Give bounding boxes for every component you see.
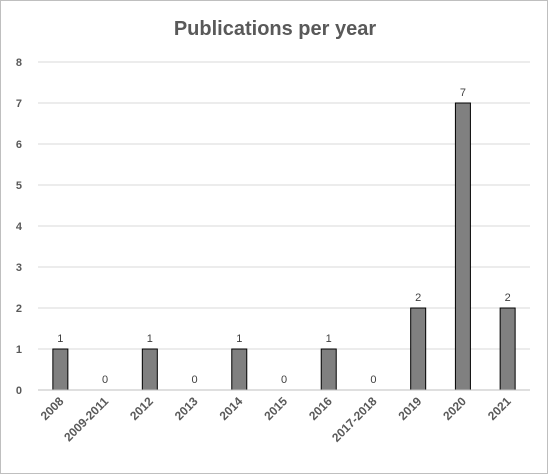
bars [52, 102, 516, 391]
y-tick-label: 1 [16, 344, 22, 356]
x-tick-label: 2020 [440, 394, 469, 423]
data-label: 7 [460, 87, 466, 99]
x-tick-label: 2016 [306, 394, 335, 423]
x-tick-label: 2021 [485, 394, 514, 423]
y-tick-label: 0 [16, 385, 22, 397]
bar [141, 348, 158, 391]
y-tick-label: 7 [16, 98, 22, 110]
bar [454, 102, 471, 391]
y-axis-ticks: 0 1 2 3 4 5 6 7 8 [16, 57, 23, 397]
bar [410, 307, 427, 391]
x-tick-label: 2014 [217, 394, 246, 423]
data-label: 0 [102, 374, 108, 386]
data-label: 1 [57, 333, 63, 345]
y-tick-label: 5 [16, 180, 22, 192]
gridlines [38, 61, 530, 350]
x-tick-label: 2009-2011 [61, 394, 111, 444]
data-label: 0 [281, 374, 287, 386]
x-tick-label: 2017-2018 [329, 394, 380, 445]
data-label: 0 [370, 374, 376, 386]
data-label: 1 [236, 333, 242, 345]
y-tick-label: 3 [16, 262, 22, 274]
bar [499, 307, 516, 391]
data-label: 1 [147, 333, 153, 345]
x-tick-label: 2015 [261, 394, 290, 423]
y-tick-label: 8 [16, 57, 22, 69]
bar [320, 348, 337, 391]
data-label: 1 [326, 333, 332, 345]
chart-title: Publications per year [173, 18, 377, 40]
x-tick-label: 2012 [127, 394, 156, 423]
y-tick-label: 6 [16, 139, 22, 151]
data-labels: 1 0 1 0 1 0 1 0 2 7 2 [57, 87, 510, 386]
bar [52, 348, 69, 391]
x-tick-label: 2008 [38, 394, 67, 423]
bar [231, 348, 248, 391]
y-tick-label: 4 [16, 221, 23, 233]
data-label: 0 [191, 374, 197, 386]
x-tick-label: 2013 [172, 394, 201, 423]
y-tick-label: 2 [16, 303, 22, 315]
data-label: 2 [505, 292, 511, 304]
data-label: 2 [415, 292, 421, 304]
x-tick-label: 2019 [396, 394, 425, 423]
